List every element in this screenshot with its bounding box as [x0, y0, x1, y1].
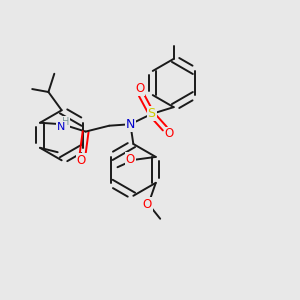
Text: N: N: [126, 118, 135, 131]
Text: N: N: [56, 122, 65, 132]
Text: O: O: [142, 198, 152, 211]
Text: O: O: [165, 128, 174, 140]
Text: O: O: [135, 82, 144, 95]
Text: S: S: [148, 107, 156, 120]
Text: O: O: [125, 153, 135, 166]
Text: O: O: [76, 154, 86, 167]
Text: H: H: [62, 117, 69, 127]
